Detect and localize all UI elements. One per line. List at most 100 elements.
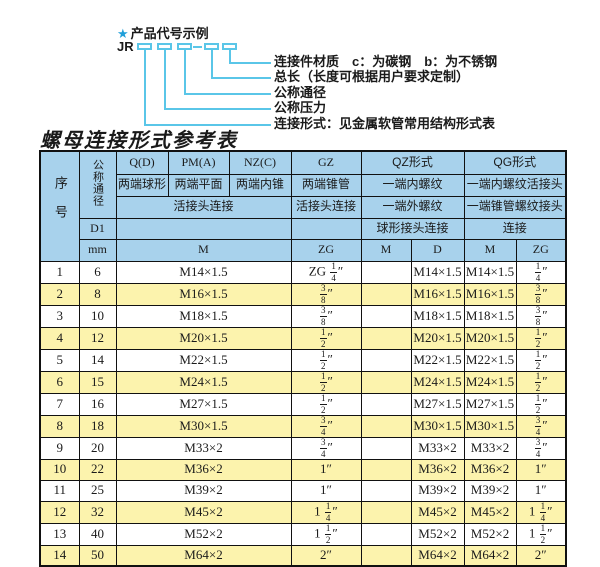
- cell-dn-mm: 20: [78, 436, 117, 460]
- cell-qg-zg: 1 2 ″: [515, 370, 567, 394]
- cell-seq: 14: [39, 544, 80, 567]
- cell-qz-d: M18×1.5: [410, 304, 465, 328]
- header-gz-desc: 两端锥管: [290, 173, 362, 197]
- cell-qz-d: M24×1.5: [410, 370, 465, 394]
- table-row: 11 25 M39×2 1″ M39×2 M39×2 1″: [39, 479, 567, 502]
- cell-qz-d: M33×2: [410, 436, 465, 460]
- header-blank-m: [115, 217, 292, 240]
- cell-dn-mm: 16: [78, 392, 117, 416]
- diagram-label-connection: 连接形式：见金属软管常用结构形式表: [274, 116, 496, 131]
- cell-m: M22×1.5: [115, 348, 292, 372]
- cell-qg-m: M30×1.5: [463, 414, 517, 438]
- cell-m: M36×2: [115, 458, 292, 481]
- table-body: 1 6 M14×1.5 ZG 1 4 ″ M14×1.5 M14×1.5 1 4 ″ 2…: [39, 260, 567, 567]
- cell-gz-zg: 1 2 ″: [290, 326, 362, 350]
- cell-seq: 11: [39, 479, 80, 502]
- code-box-3: [177, 43, 192, 50]
- nut-connection-table: 序号 公称通径 Q(D) PM(A) NZ(C) GZ QZ形式 QG形式 两端…: [39, 150, 567, 567]
- code-box-5: [222, 43, 237, 50]
- connector-line: [164, 50, 166, 110]
- cell-seq: 10: [39, 458, 80, 481]
- cell-qg-zg: 1 4 ″: [515, 260, 567, 284]
- header-m1: M: [115, 238, 292, 262]
- cell-qg-zg: 2″: [515, 544, 567, 567]
- cell-seq: 1: [39, 260, 80, 284]
- header-m3: M: [463, 238, 517, 262]
- header-qz-desc1: 一端内螺纹: [360, 173, 465, 197]
- cell-qz-m: [360, 260, 412, 284]
- header-qz-conn: 球形接头连接: [360, 217, 465, 240]
- cell-qg-m: M27×1.5: [463, 392, 517, 416]
- cell-gz-zg: ZG 1 4 ″: [290, 260, 362, 284]
- cell-qg-m: M24×1.5: [463, 370, 517, 394]
- product-code-prefix: JR: [117, 39, 134, 54]
- cell-m: M20×1.5: [115, 326, 292, 350]
- cell-gz-zg: 1″: [290, 479, 362, 502]
- cell-qg-m: M16×1.5: [463, 282, 517, 306]
- cell-m: M39×2: [115, 479, 292, 502]
- cell-qz-m: [360, 370, 412, 394]
- cell-gz-zg: 1 1 4 ″: [290, 500, 362, 524]
- header-nz-desc: 两端内锥: [228, 173, 292, 197]
- cell-seq: 8: [39, 414, 80, 438]
- diagram-title: ★ 产品代号示例: [117, 23, 209, 42]
- star-icon: ★: [117, 26, 129, 41]
- header-zg1: ZG: [290, 238, 362, 262]
- header-qg-desc2: 一端锥管螺纹接头: [463, 195, 567, 219]
- code-box-4: [204, 43, 219, 50]
- cell-m: M30×1.5: [115, 414, 292, 438]
- connector-line: [144, 124, 271, 126]
- cell-dn-mm: 8: [78, 282, 117, 306]
- cell-qg-zg: 3 4 ″: [515, 414, 567, 438]
- cell-dn-mm: 22: [78, 458, 117, 481]
- cell-qg-zg: 1″: [515, 458, 567, 481]
- cell-qg-zg: 1 2 ″: [515, 326, 567, 350]
- cell-qg-m: M14×1.5: [463, 260, 517, 284]
- cell-dn-mm: 18: [78, 414, 117, 438]
- cell-qz-d: M16×1.5: [410, 282, 465, 306]
- header-dn: 公称通径: [78, 150, 117, 219]
- cell-gz-zg: 1 2 ″: [290, 370, 362, 394]
- cell-qz-m: [360, 500, 412, 524]
- cell-qz-m: [360, 304, 412, 328]
- cell-qz-m: [360, 479, 412, 502]
- cell-qz-d: M30×1.5: [410, 414, 465, 438]
- cell-gz-zg: 3 8 ″: [290, 304, 362, 328]
- header-m2: M: [360, 238, 412, 262]
- cell-dn-mm: 6: [78, 260, 117, 284]
- connector-line: [229, 50, 231, 64]
- cell-dn-mm: 40: [78, 522, 117, 546]
- connector-line: [184, 50, 186, 95]
- cell-qz-d: M22×1.5: [410, 348, 465, 372]
- table-title: 螺母连接形式参考表: [40, 128, 238, 152]
- cell-gz-zg: 3 4 ″: [290, 414, 362, 438]
- cell-qz-m: [360, 282, 412, 306]
- cell-qz-d: M52×2: [410, 522, 465, 546]
- connector-line: [184, 93, 271, 95]
- cell-qg-zg: 1 1 4 ″: [515, 500, 567, 524]
- cell-gz-zg: 3 8 ″: [290, 282, 362, 306]
- header-zg2: ZG: [515, 238, 567, 262]
- cell-qz-m: [360, 458, 412, 481]
- table-row: 9 20 M33×2 3 4 ″ M33×2 M33×2 3 4 ″: [39, 436, 567, 460]
- cell-qg-m: M18×1.5: [463, 304, 517, 328]
- cell-qz-m: [360, 392, 412, 416]
- cell-seq: 9: [39, 436, 80, 460]
- header-qg-conn: 连接: [463, 217, 567, 240]
- cell-qg-zg: 3 8 ″: [515, 304, 567, 328]
- cell-qz-d: M27×1.5: [410, 392, 465, 416]
- table-row: 10 22 M36×2 1″ M36×2 M36×2 1″: [39, 458, 567, 481]
- cell-qz-d: M36×2: [410, 458, 465, 481]
- cell-qg-m: M20×1.5: [463, 326, 517, 350]
- connector-line: [211, 77, 271, 79]
- header-gz-conn: 活接头连接: [290, 195, 362, 219]
- cell-qg-m: M36×2: [463, 458, 517, 481]
- connector-line: [211, 50, 213, 79]
- cell-dn-mm: 15: [78, 370, 117, 394]
- cell-dn-mm: 25: [78, 479, 117, 502]
- header-qg-desc1: 一端内螺纹活接头: [463, 173, 567, 197]
- cell-seq: 3: [39, 304, 80, 328]
- table-row: 3 10 M18×1.5 3 8 ″ M18×1.5 M18×1.5 3 8 ″: [39, 304, 567, 328]
- table-row: 13 40 M52×2 1 1 2 ″ M52×2 M52×2 1 1 2 ″: [39, 522, 567, 546]
- table-row: 7 16 M27×1.5 1 2 ″ M27×1.5 M27×1.5 1 2 ″: [39, 392, 567, 416]
